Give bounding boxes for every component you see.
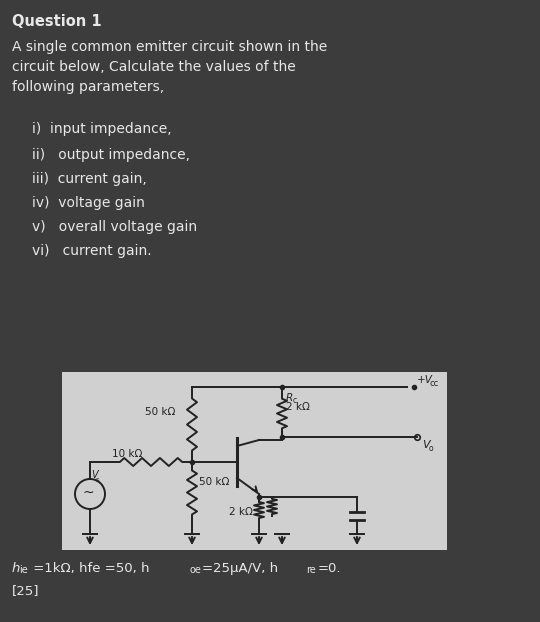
Text: 50 kΩ: 50 kΩ — [199, 477, 230, 487]
Text: re: re — [306, 565, 316, 575]
Text: =1kΩ, hfe =50, h: =1kΩ, hfe =50, h — [29, 562, 150, 575]
Text: A single common emitter circuit shown in the: A single common emitter circuit shown in… — [12, 40, 327, 54]
Text: c: c — [293, 396, 297, 405]
Text: 50 kΩ: 50 kΩ — [145, 407, 176, 417]
Text: 2 kΩ: 2 kΩ — [286, 402, 310, 412]
Text: iii)  current gain,: iii) current gain, — [32, 172, 147, 186]
Text: circuit below, Calculate the values of the: circuit below, Calculate the values of t… — [12, 60, 296, 74]
Text: following parameters,: following parameters, — [12, 80, 164, 94]
Text: v)   overall voltage gain: v) overall voltage gain — [32, 220, 197, 234]
Text: ie: ie — [19, 565, 28, 575]
Text: h: h — [12, 562, 21, 575]
Text: vi)   current gain.: vi) current gain. — [32, 244, 152, 258]
Text: ~: ~ — [83, 486, 94, 500]
Text: cc: cc — [430, 379, 439, 388]
Text: V: V — [422, 440, 430, 450]
Text: 10 kΩ: 10 kΩ — [112, 449, 143, 459]
Text: ii)   output impedance,: ii) output impedance, — [32, 148, 190, 162]
Bar — [62, 372, 447, 550]
Text: =0.: =0. — [318, 562, 341, 575]
Text: =25μA/V, h: =25μA/V, h — [202, 562, 278, 575]
Text: [25]: [25] — [12, 584, 39, 597]
Text: +V: +V — [417, 375, 433, 385]
Text: o: o — [429, 444, 434, 453]
Text: R: R — [286, 393, 293, 403]
Text: Question 1: Question 1 — [12, 14, 102, 29]
Text: s: s — [96, 477, 99, 483]
Text: 2 kΩ: 2 kΩ — [229, 507, 253, 517]
Text: V: V — [91, 470, 98, 480]
Text: i)  input impedance,: i) input impedance, — [32, 122, 172, 136]
Text: iv)  voltage gain: iv) voltage gain — [32, 196, 145, 210]
Text: oe: oe — [190, 565, 202, 575]
